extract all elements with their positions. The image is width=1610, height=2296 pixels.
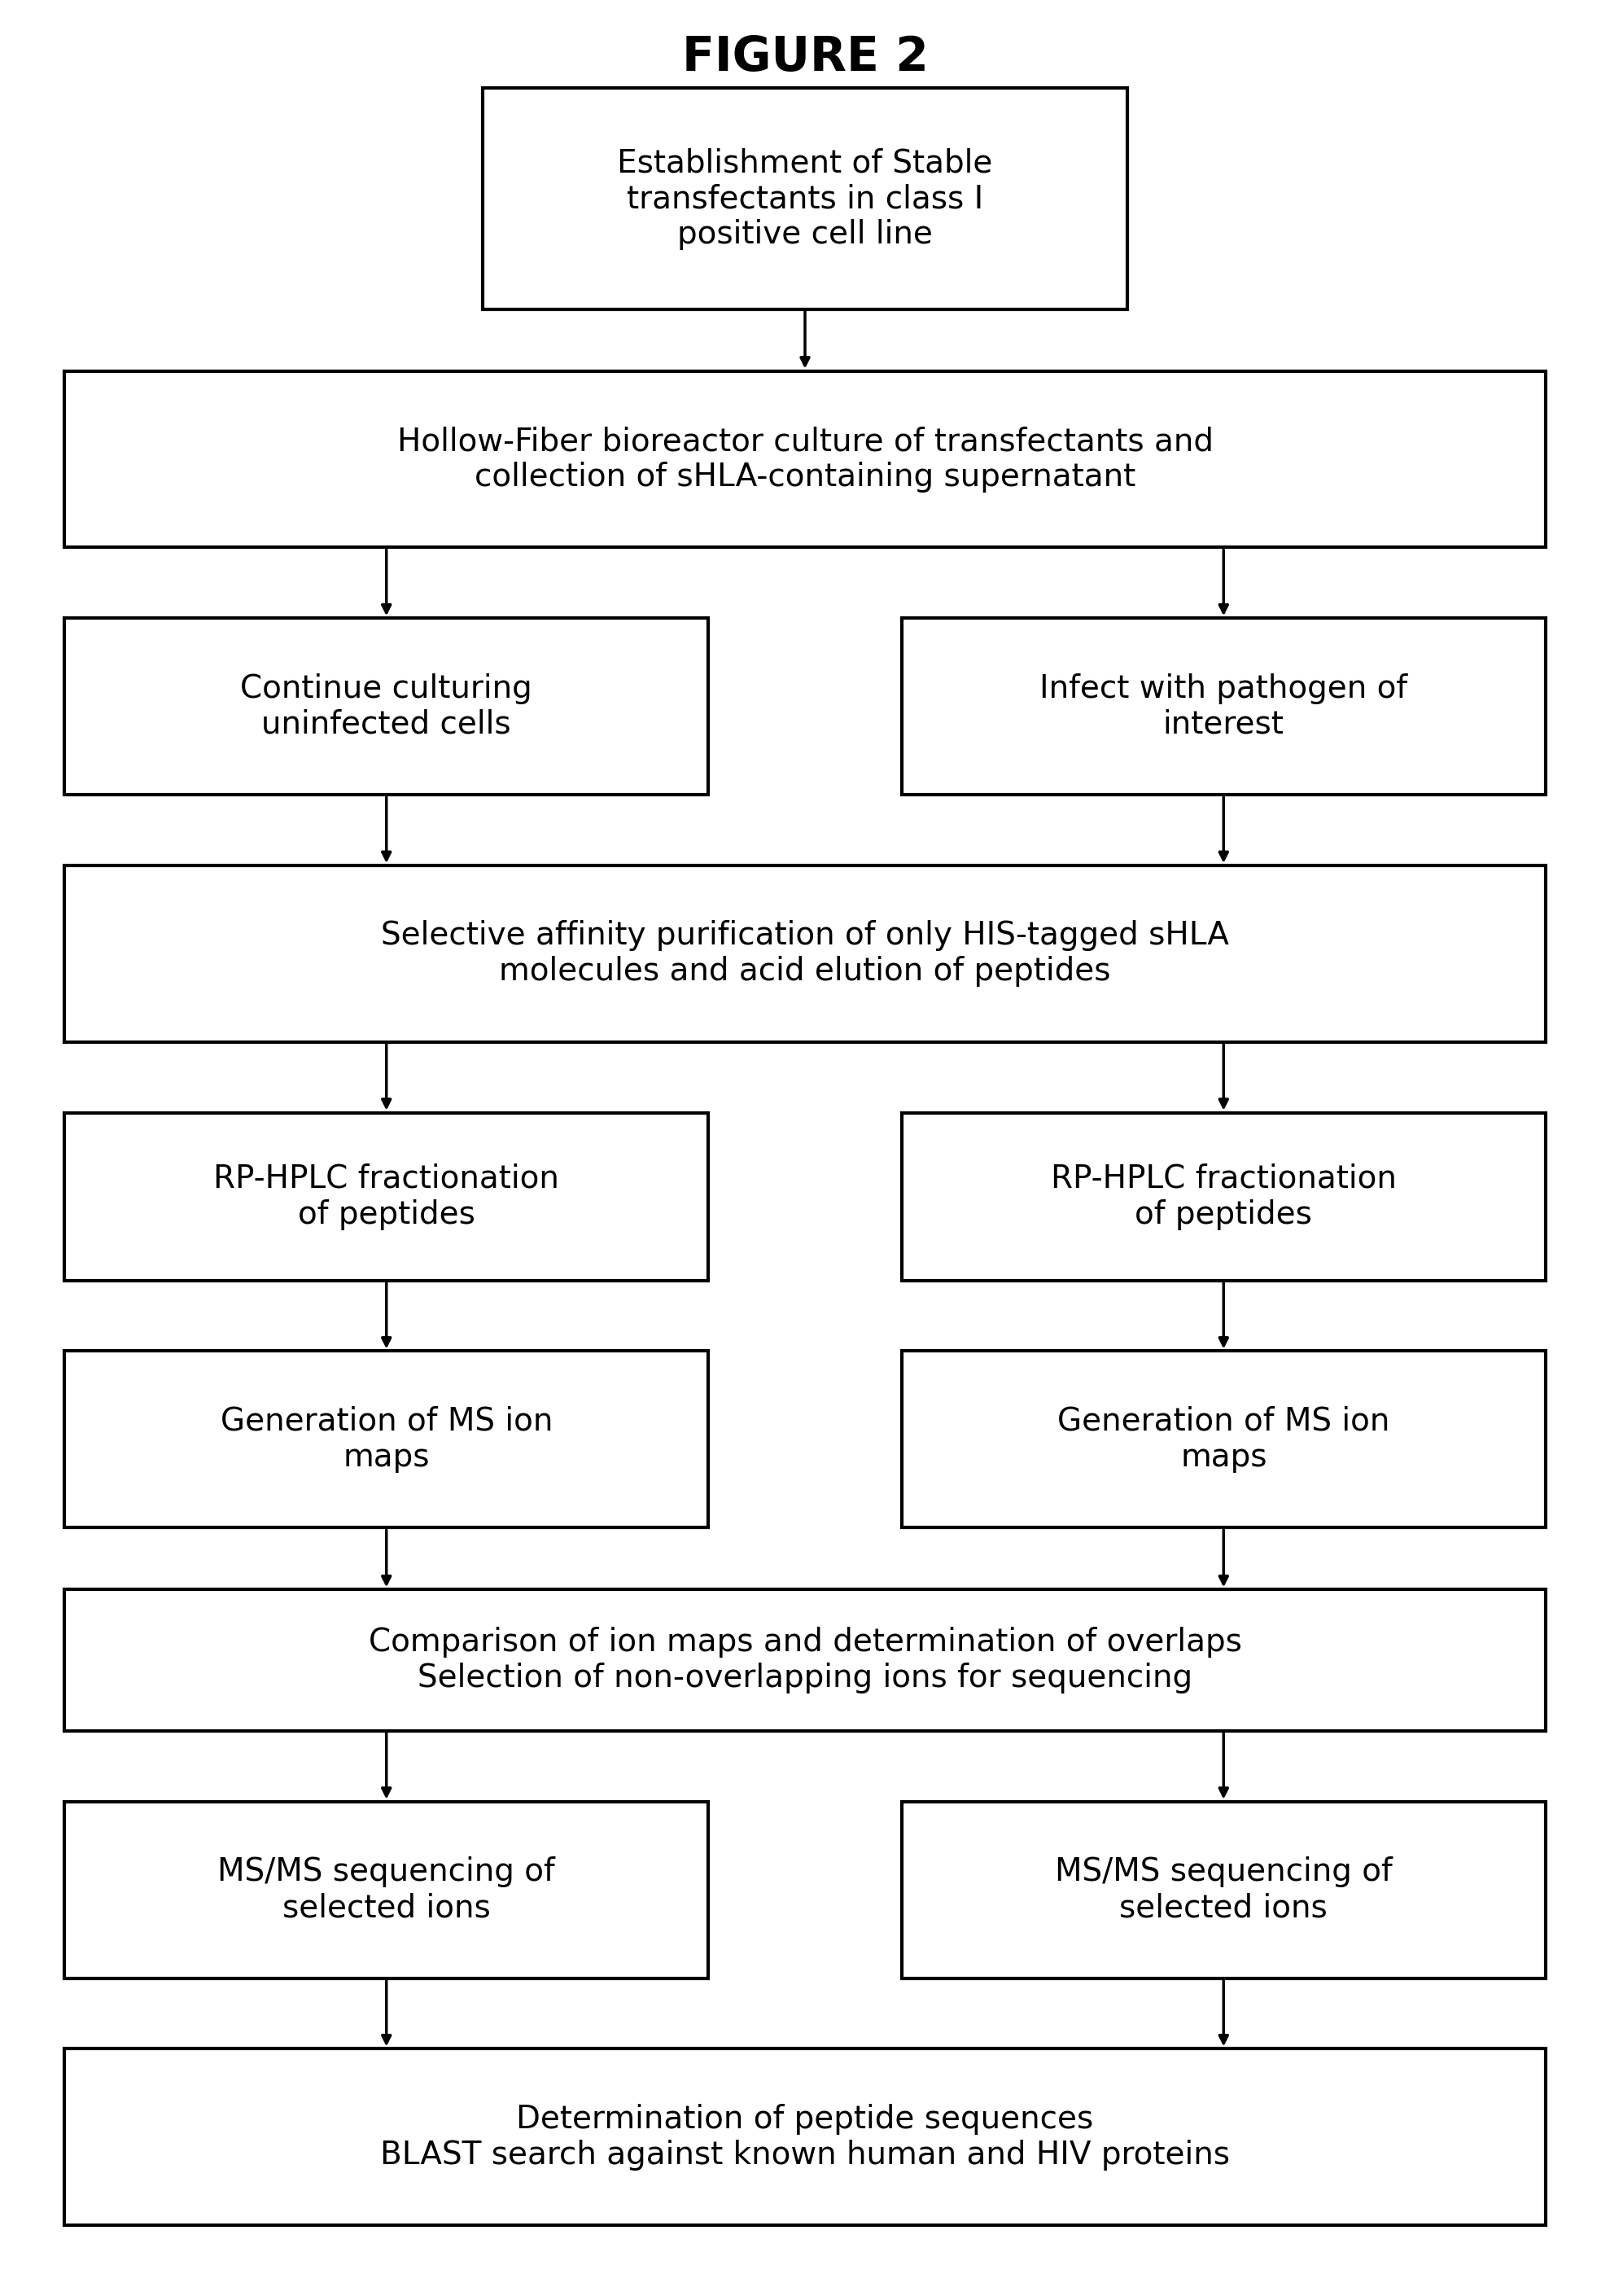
Text: RP-HPLC fractionation
of peptides: RP-HPLC fractionation of peptides <box>1051 1164 1396 1231</box>
Bar <box>64 1350 708 1527</box>
Text: Determination of peptide sequences
BLAST search against known human and HIV prot: Determination of peptide sequences BLAST… <box>380 2103 1230 2170</box>
Text: Continue culturing
uninfected cells: Continue culturing uninfected cells <box>240 673 533 739</box>
Bar <box>64 866 1546 1042</box>
Text: Infect with pathogen of
interest: Infect with pathogen of interest <box>1040 673 1407 739</box>
Text: MS/MS sequencing of
selected ions: MS/MS sequencing of selected ions <box>1055 1857 1393 1924</box>
Text: Selective affinity purification of only HIS-tagged sHLA
molecules and acid eluti: Selective affinity purification of only … <box>382 921 1228 987</box>
Text: MS/MS sequencing of
selected ions: MS/MS sequencing of selected ions <box>217 1857 555 1924</box>
Text: Hollow-Fiber bioreactor culture of transfectants and
collection of sHLA-containi: Hollow-Fiber bioreactor culture of trans… <box>396 425 1214 494</box>
Bar <box>64 1114 708 1281</box>
Text: RP-HPLC fractionation
of peptides: RP-HPLC fractionation of peptides <box>214 1164 559 1231</box>
Bar <box>483 87 1127 310</box>
Text: Establishment of Stable
transfectants in class I
positive cell line: Establishment of Stable transfectants in… <box>617 147 993 250</box>
Bar <box>902 618 1546 794</box>
Text: Comparison of ion maps and determination of overlaps
Selection of non-overlappin: Comparison of ion maps and determination… <box>369 1628 1241 1694</box>
Text: Generation of MS ion
maps: Generation of MS ion maps <box>1058 1405 1389 1472</box>
Bar <box>64 372 1546 546</box>
Text: FIGURE 2: FIGURE 2 <box>681 34 929 80</box>
Bar <box>902 1802 1546 1979</box>
Bar <box>64 1802 708 1979</box>
Bar <box>902 1114 1546 1281</box>
Bar <box>64 618 708 794</box>
Bar <box>64 2048 1546 2225</box>
Bar <box>902 1350 1546 1527</box>
Text: Generation of MS ion
maps: Generation of MS ion maps <box>221 1405 552 1472</box>
Bar <box>64 1589 1546 1731</box>
